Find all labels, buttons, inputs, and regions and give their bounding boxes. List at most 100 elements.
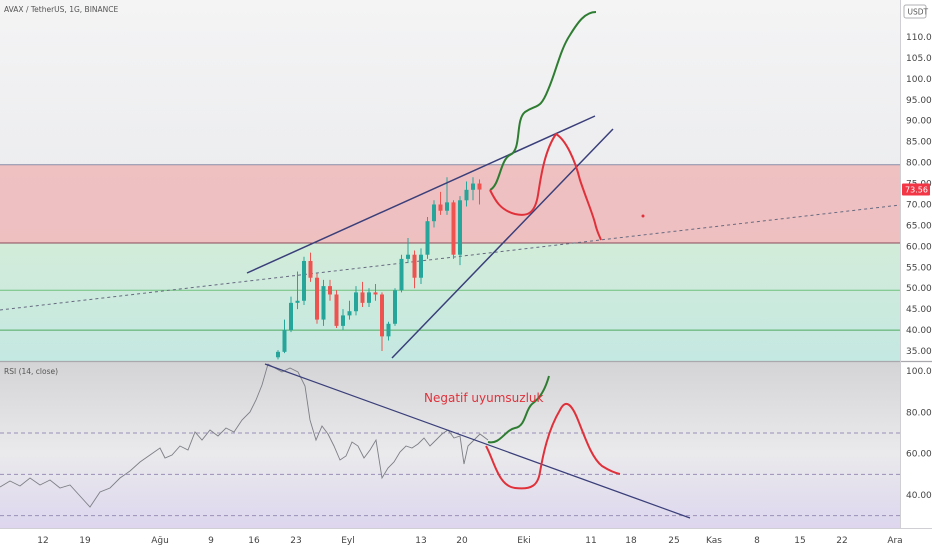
candle xyxy=(438,191,443,215)
price-tick-label: 60.00 xyxy=(906,242,932,252)
candle xyxy=(334,290,339,328)
time-tick-label: Eki xyxy=(517,536,530,546)
time-tick-label: 23 xyxy=(290,536,301,546)
candle-body xyxy=(419,254,423,278)
candlesticks xyxy=(276,177,482,360)
time-tick-label: Ara xyxy=(887,536,902,546)
candle xyxy=(328,279,332,301)
time-axis-ticks: 12 19 Ağu 9 16 23 Eyl 13 20 Eki 11 18 25 Kas 8 15 22 Ara xyxy=(37,536,902,546)
candle xyxy=(321,279,326,326)
horizontal-levels xyxy=(0,164,900,331)
candle-body xyxy=(282,330,287,352)
candle xyxy=(289,296,293,333)
support-zone xyxy=(0,242,900,361)
price-tick-label: 110.00 xyxy=(906,33,932,43)
candle xyxy=(354,286,358,316)
price-tick-label: 35.00 xyxy=(906,347,932,357)
candle-body xyxy=(471,183,475,190)
rsi-pane-background xyxy=(0,362,900,528)
candle xyxy=(451,200,456,259)
rsi-tick-label: 100.00 xyxy=(906,367,932,377)
candle xyxy=(432,200,436,228)
candle-body xyxy=(276,351,280,358)
rsi-tick-label: 80.00 xyxy=(906,408,932,418)
marker-dot xyxy=(641,214,645,218)
wedge-upper-line xyxy=(246,115,596,274)
bullish-projection-path xyxy=(489,11,597,191)
rsi-header: RSI (14, close) xyxy=(4,367,58,376)
candle-body xyxy=(341,315,345,326)
candle xyxy=(477,179,482,205)
candle xyxy=(302,256,306,305)
candle xyxy=(367,288,371,308)
candle xyxy=(282,319,287,354)
symbol-header: AVAX / TetherUS, 1G, BINANCE xyxy=(4,5,118,14)
last-price-badge: 73.56 xyxy=(902,183,930,196)
divergence-annotation: Negatif uyumsuzluk xyxy=(424,391,544,405)
price-axis-ticks: 110.00105.00100.0095.0090.0085.0080.0075… xyxy=(906,33,932,357)
candle xyxy=(360,281,365,308)
candle xyxy=(399,254,404,293)
candle xyxy=(464,181,469,207)
price-tick-label: 80.00 xyxy=(906,159,932,169)
price-tick-label: 95.00 xyxy=(906,96,932,106)
price-tick-label: 90.00 xyxy=(906,117,932,127)
candle-body xyxy=(328,286,332,295)
candle-body xyxy=(477,183,482,190)
candle-body xyxy=(315,277,319,320)
price-tick-label: 100.00 xyxy=(906,75,932,85)
price-tick-label: 65.00 xyxy=(906,221,932,231)
time-tick-label: 12 xyxy=(37,536,48,546)
candle-body xyxy=(289,302,293,331)
rsi-divergence-trendline xyxy=(264,363,691,519)
rsi-bullish-projection xyxy=(487,375,550,444)
price-tick-label: 105.00 xyxy=(906,54,932,64)
candle-body xyxy=(464,189,469,201)
time-tick-label: Kas xyxy=(706,536,722,546)
candle xyxy=(276,350,280,360)
candle-body xyxy=(360,292,365,303)
time-tick-label: 18 xyxy=(625,536,637,546)
candle xyxy=(380,292,384,351)
candle-body xyxy=(458,200,462,255)
candle-body xyxy=(432,204,436,222)
candle xyxy=(458,196,462,266)
candle xyxy=(341,309,345,331)
time-tick-label: 13 xyxy=(415,536,426,546)
last-price-label: 73.56 xyxy=(905,186,928,195)
candle-body xyxy=(302,260,306,301)
currency-badge[interactable]: USDT xyxy=(903,4,929,19)
resistance-zone xyxy=(0,164,900,243)
candle xyxy=(386,321,391,341)
candle-body xyxy=(321,286,326,320)
price-tick-label: 50.00 xyxy=(906,284,932,294)
price-tick-label: 55.00 xyxy=(906,263,932,273)
time-tick-label: 11 xyxy=(585,536,596,546)
time-tick-label: Eyl xyxy=(341,536,355,546)
candle-body xyxy=(354,292,358,312)
time-tick-label: Ağu xyxy=(151,536,169,546)
time-tick-label: 22 xyxy=(836,536,847,546)
candle-body xyxy=(412,254,417,278)
candle-body xyxy=(393,290,397,324)
price-tick-label: 70.00 xyxy=(906,200,932,210)
candle-body xyxy=(367,292,371,303)
candle-body xyxy=(451,202,456,255)
candle-body xyxy=(308,260,313,278)
time-tick-label: 19 xyxy=(79,536,91,546)
candle xyxy=(425,217,430,259)
time-tick-label: 9 xyxy=(208,536,214,546)
price-tick-label: 45.00 xyxy=(906,305,932,315)
rsi-bearish-projection xyxy=(485,402,621,490)
rsi-line xyxy=(0,363,489,508)
candle-body xyxy=(380,294,384,337)
time-tick-label: 20 xyxy=(456,536,468,546)
candle-body xyxy=(425,221,430,255)
candle-body xyxy=(295,300,300,303)
candle-body xyxy=(438,204,443,211)
time-tick-label: 25 xyxy=(668,536,679,546)
candle xyxy=(295,271,300,310)
candle-body xyxy=(347,311,352,316)
candle xyxy=(406,237,410,264)
rsi-axis-ticks: 100.00 80.00 60.00 40.00 xyxy=(906,367,932,501)
